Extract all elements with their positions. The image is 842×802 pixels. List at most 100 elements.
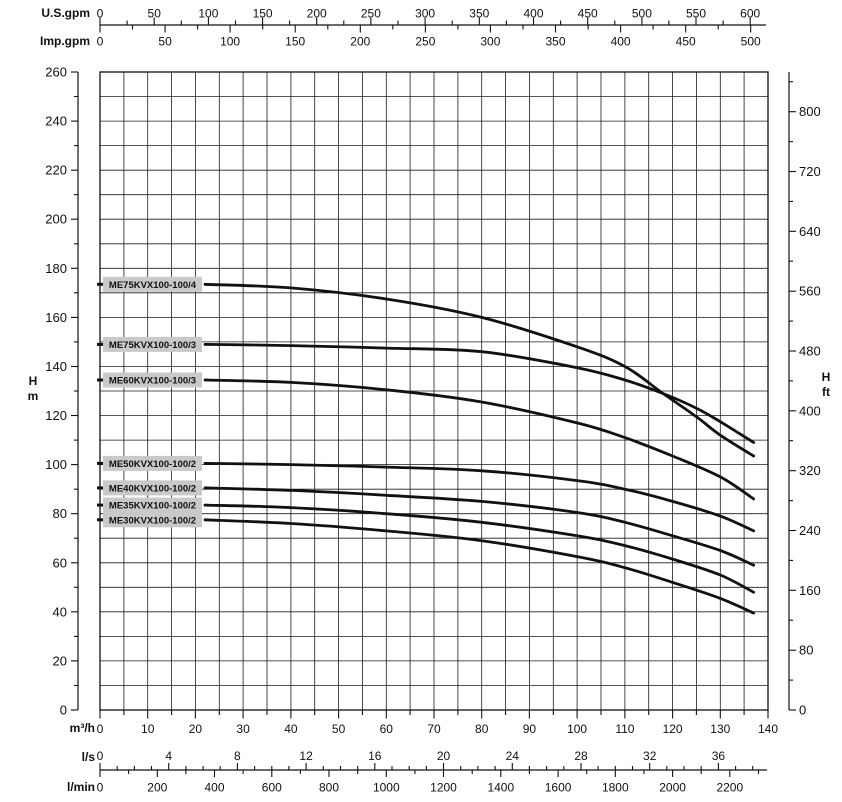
svg-text:200: 200 — [45, 212, 67, 227]
svg-text:0: 0 — [97, 781, 104, 795]
axis-unit-imp-gpm: Imp.gpm — [40, 34, 90, 48]
svg-text:130: 130 — [710, 722, 730, 736]
curve-me60kvx100-100-3 — [203, 378, 756, 501]
svg-text:4: 4 — [165, 749, 172, 763]
svg-text:140: 140 — [45, 359, 67, 374]
axis-head-ft: 0 80 160 240 320 400 480 560 640 720 800 — [788, 72, 821, 718]
axis-unit-l-min: l/min — [66, 780, 95, 794]
svg-text:80: 80 — [475, 722, 489, 736]
svg-text:ME75KVX100-100/3: ME75KVX100-100/3 — [109, 340, 196, 351]
svg-text:350: 350 — [469, 7, 489, 21]
svg-text:240: 240 — [799, 523, 821, 538]
svg-text:0: 0 — [97, 722, 104, 736]
svg-text:120: 120 — [663, 722, 683, 736]
svg-text:550: 550 — [686, 7, 706, 21]
curve-label-me40kvx100-100-2: ME40KVX100-100/2 — [97, 480, 209, 496]
svg-text:140: 140 — [758, 722, 778, 736]
svg-text:1000: 1000 — [373, 781, 400, 795]
curve-labels: ME75KVX100-100/4 ME75KVX100-100/3 ME60KVX1… — [97, 276, 209, 528]
svg-text:250: 250 — [361, 7, 381, 21]
svg-text:160: 160 — [45, 310, 67, 325]
svg-text:1600: 1600 — [545, 781, 572, 795]
svg-text:560: 560 — [799, 284, 821, 299]
axis-unit-head-ft-H: H — [821, 370, 831, 384]
svg-text:100: 100 — [220, 35, 240, 49]
curve-label-me75kvx100-100-3: ME75KVX100-100/3 — [97, 336, 209, 352]
svg-text:0: 0 — [97, 35, 104, 49]
pump-curves — [203, 282, 756, 615]
svg-text:110: 110 — [615, 722, 634, 736]
svg-text:480: 480 — [799, 344, 821, 359]
svg-text:50: 50 — [332, 722, 346, 736]
svg-text:ME75KVX100-100/4: ME75KVX100-100/4 — [109, 280, 197, 291]
svg-text:10: 10 — [141, 722, 155, 736]
curve-label-me35kvx100-100-2: ME35KVX100-100/2 — [97, 497, 209, 513]
curve-me30kvx100-100-2 — [203, 518, 756, 615]
svg-text:400: 400 — [799, 403, 821, 418]
svg-text:220: 220 — [45, 163, 67, 178]
svg-text:600: 600 — [740, 7, 760, 21]
axis-unit-head-m-H: H — [28, 374, 38, 388]
svg-text:50: 50 — [158, 35, 172, 49]
svg-text:300: 300 — [415, 7, 435, 21]
svg-text:400: 400 — [204, 781, 224, 795]
svg-text:0: 0 — [97, 7, 104, 21]
svg-text:200: 200 — [147, 781, 167, 795]
svg-text:80: 80 — [799, 643, 813, 658]
axis-head-m: 0 20 40 60 80 100 120 140 160 180 200 220 240 260 — [45, 65, 79, 718]
svg-text:0: 0 — [97, 749, 104, 763]
svg-text:ME50KVX100-100/2: ME50KVX100-100/2 — [109, 459, 196, 470]
svg-text:30: 30 — [236, 722, 250, 736]
svg-text:180: 180 — [45, 261, 67, 276]
svg-text:70: 70 — [427, 722, 441, 736]
svg-text:20: 20 — [189, 722, 203, 736]
svg-text:40: 40 — [284, 722, 298, 736]
axis-unit-us-gpm: U.S.gpm — [41, 6, 90, 20]
svg-text:20: 20 — [53, 653, 67, 668]
axis-unit-m3h: m³/h — [69, 721, 95, 735]
axis-m3h: 0 10 20 30 40 50 60 70 80 90 100 110 120 130 140 — [97, 710, 778, 736]
svg-text:12: 12 — [299, 749, 313, 763]
svg-text:120: 120 — [45, 408, 67, 423]
svg-text:16: 16 — [368, 749, 382, 763]
curve-label-me50kvx100-100-2: ME50KVX100-100/2 — [97, 455, 209, 471]
svg-text:250: 250 — [415, 35, 435, 49]
svg-text:260: 260 — [45, 65, 67, 80]
svg-text:ME60KVX100-100/3: ME60KVX100-100/3 — [109, 376, 196, 387]
svg-text:8: 8 — [234, 749, 241, 763]
svg-text:640: 640 — [799, 224, 821, 239]
curve-me75kvx100-100-3 — [203, 343, 756, 444]
svg-text:2200: 2200 — [716, 781, 743, 795]
svg-text:0: 0 — [799, 703, 806, 718]
svg-text:800: 800 — [319, 781, 339, 795]
svg-text:450: 450 — [578, 7, 598, 21]
svg-text:24: 24 — [506, 749, 520, 763]
svg-text:36: 36 — [712, 749, 726, 763]
curve-me75kvx100-100-4 — [203, 282, 756, 458]
svg-text:400: 400 — [523, 7, 543, 21]
svg-text:ME35KVX100-100/2: ME35KVX100-100/2 — [109, 501, 196, 512]
svg-text:28: 28 — [574, 749, 588, 763]
axis-unit-head-m-m: m — [27, 389, 39, 403]
svg-text:450: 450 — [676, 35, 696, 49]
svg-text:1200: 1200 — [430, 781, 457, 795]
svg-text:ME30KVX100-100/2: ME30KVX100-100/2 — [109, 515, 196, 526]
svg-text:350: 350 — [545, 35, 565, 49]
svg-text:150: 150 — [285, 35, 305, 49]
svg-text:200: 200 — [350, 35, 370, 49]
axis-unit-l-s: l/s — [81, 750, 95, 764]
svg-text:100: 100 — [567, 722, 587, 736]
svg-text:50: 50 — [148, 7, 162, 21]
svg-text:200: 200 — [307, 7, 327, 21]
svg-text:720: 720 — [799, 164, 821, 179]
curve-label-me75kvx100-100-4: ME75KVX100-100/4 — [97, 276, 209, 292]
svg-text:0: 0 — [60, 703, 67, 718]
svg-text:60: 60 — [380, 722, 394, 736]
svg-text:320: 320 — [799, 463, 821, 478]
svg-text:800: 800 — [799, 104, 821, 119]
svg-text:100: 100 — [198, 7, 218, 21]
